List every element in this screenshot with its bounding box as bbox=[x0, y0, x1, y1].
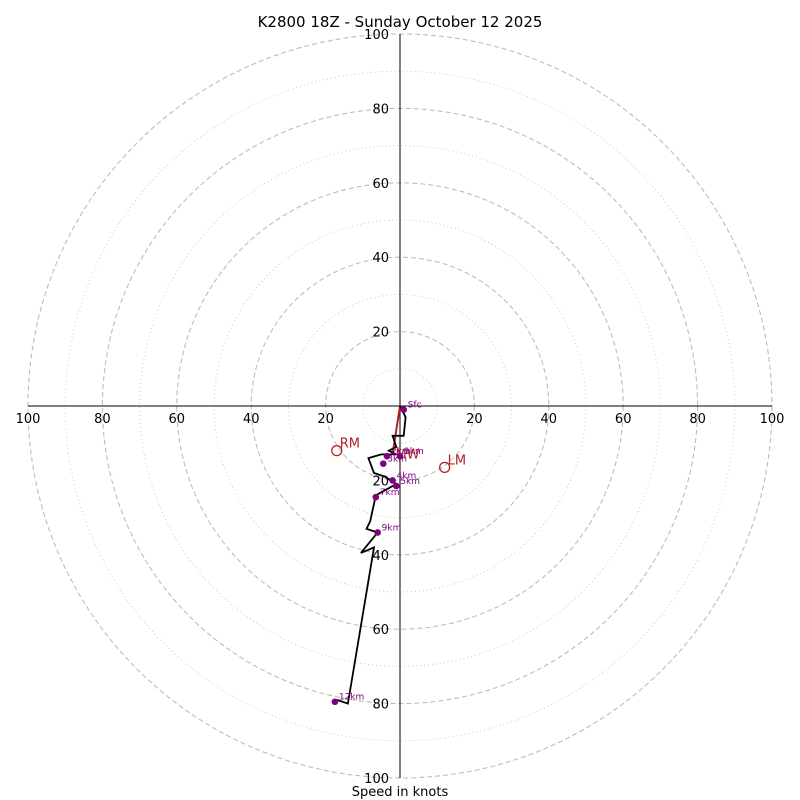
tick-label-up: 100 bbox=[364, 28, 389, 43]
tick-label-right: 20 bbox=[466, 412, 483, 427]
tick-label-left: 100 bbox=[16, 412, 41, 427]
tick-label-right: 100 bbox=[760, 412, 785, 427]
height-marker-12km bbox=[331, 698, 339, 706]
height-marker-2km-label: 2km bbox=[391, 447, 411, 457]
tick-labels: 20 20 20 20 40 40 40 40 60 60 60 60 80 80 80 80 100 100 10… bbox=[16, 28, 785, 787]
tick-label-right: 80 bbox=[689, 412, 706, 427]
tick-label-right: 60 bbox=[615, 412, 632, 427]
mean-wind-vector bbox=[391, 405, 401, 455]
rm-marker bbox=[331, 444, 343, 457]
height-marker-3km-label: 3km bbox=[387, 455, 407, 465]
height-marker-4km bbox=[389, 477, 396, 484]
x-axis-label: Speed in knots bbox=[352, 785, 449, 800]
height-marker-4km-label: 4km bbox=[397, 471, 417, 481]
height-marker-5km-label: 5km bbox=[400, 477, 420, 487]
tick-label-left: 40 bbox=[243, 412, 260, 427]
height-marker-3km bbox=[379, 460, 387, 467]
height-marker-12km-label: 12km bbox=[339, 693, 364, 703]
height-marker-1km bbox=[396, 452, 404, 460]
tick-label-left: 60 bbox=[169, 412, 186, 427]
tick-label-left: 20 bbox=[317, 412, 334, 427]
lm-marker bbox=[438, 461, 451, 474]
tick-label-up: 40 bbox=[372, 251, 389, 266]
height-marker-2km bbox=[383, 452, 391, 460]
tick-label-up: 80 bbox=[372, 102, 389, 117]
height-marker-5km bbox=[392, 482, 400, 490]
tick-label-left: 80 bbox=[94, 412, 111, 427]
wind-trace bbox=[336, 405, 407, 705]
tick-label-up: 60 bbox=[372, 177, 389, 192]
height-marker-9km bbox=[374, 529, 381, 536]
tick-label-down: 20 bbox=[372, 474, 389, 489]
tick-label-down: 40 bbox=[372, 549, 389, 564]
tick-label-up: 20 bbox=[372, 326, 389, 341]
lm-label: LM bbox=[448, 453, 466, 468]
height-marker-1km-label: 1km bbox=[404, 447, 424, 457]
tick-label-right: 40 bbox=[541, 412, 558, 427]
height-marker-sfc bbox=[400, 406, 408, 414]
height-marker-sfc-label: Sfc bbox=[408, 401, 422, 411]
rm-label: RM bbox=[340, 437, 360, 452]
hodograph-trace-line bbox=[336, 405, 407, 705]
tick-label-down: 100 bbox=[364, 772, 389, 787]
chart-title: K2800 18Z - Sunday October 12 2025 bbox=[258, 13, 543, 31]
height-marker-7km-label: 7km bbox=[380, 488, 400, 498]
height-marker-9km-label: 9km bbox=[382, 523, 402, 533]
tick-label-down: 60 bbox=[372, 623, 389, 638]
tick-label-down: 80 bbox=[372, 698, 389, 713]
height-marker-7km bbox=[372, 493, 380, 501]
